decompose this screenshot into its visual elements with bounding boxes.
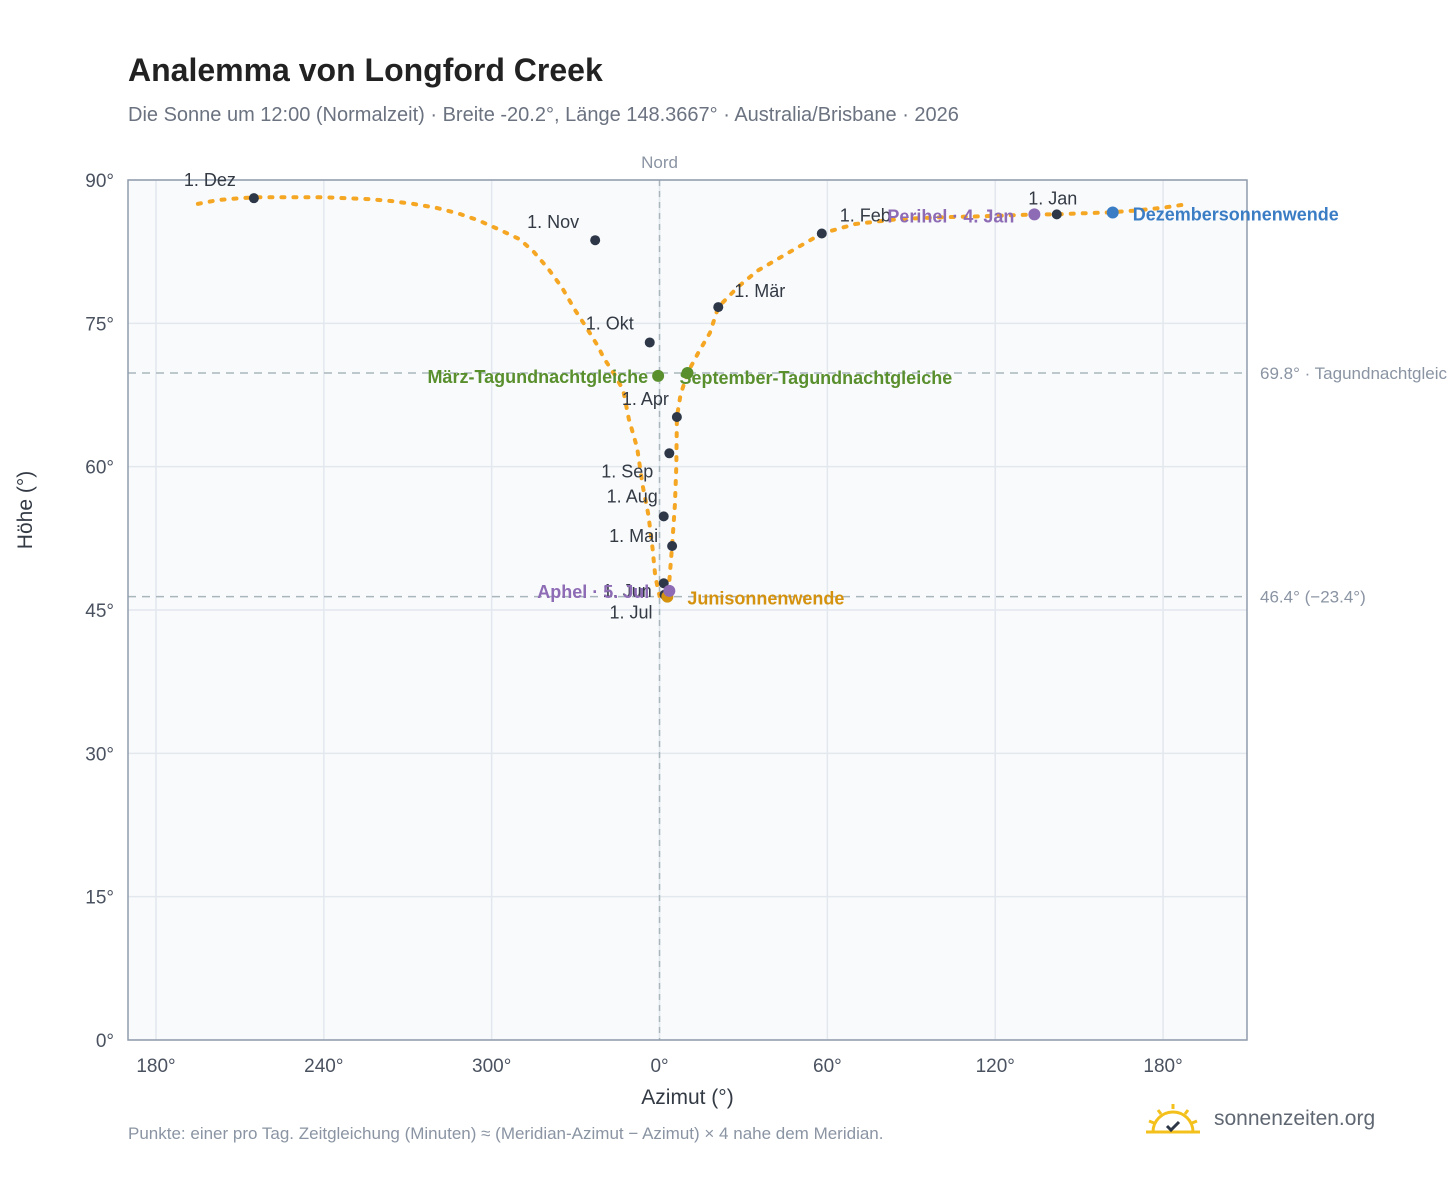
y-tick-label: 30° bbox=[85, 744, 114, 765]
x-tick-label: 180° bbox=[136, 1056, 175, 1077]
apsis-label: Aphel · 5. Jul bbox=[537, 582, 649, 602]
month-label: 1. Jun bbox=[603, 581, 652, 601]
analemma-curve bbox=[195, 195, 1185, 598]
equinox-marker bbox=[652, 369, 665, 382]
chart-title: Analemma von Longford Creek bbox=[128, 52, 603, 88]
y-tick-label: 15° bbox=[85, 888, 114, 909]
month-label: 1. Mär bbox=[734, 281, 785, 301]
month-label: 1. Mai bbox=[609, 526, 658, 546]
x-tick-label: 180° bbox=[1143, 1056, 1182, 1077]
december_solstice-marker bbox=[1106, 206, 1119, 219]
month-label: 1. Sep bbox=[601, 461, 653, 481]
month-marker bbox=[713, 302, 724, 313]
month-marker bbox=[816, 228, 827, 239]
footnote: Punkte: einer pro Tag. Zeitgleichung (Mi… bbox=[128, 1124, 884, 1143]
brand[interactable]: sonnenzeiten.org bbox=[1146, 1102, 1375, 1136]
reference-line-label: 46.4° (−23.4°) bbox=[1260, 588, 1366, 607]
y-tick-label: 0° bbox=[96, 1031, 114, 1052]
y-tick-label: 90° bbox=[85, 171, 114, 192]
y-tick-label: 60° bbox=[85, 458, 114, 479]
june_solstice-label: Junisonnenwende bbox=[687, 589, 844, 609]
month-label: 1. Jan bbox=[1028, 188, 1077, 208]
month-label: 1. Nov bbox=[527, 212, 579, 232]
brand-name: sonnenzeiten.org bbox=[1214, 1107, 1376, 1130]
month-marker bbox=[658, 511, 669, 522]
equinox-marker bbox=[681, 367, 694, 380]
y-tick-label: 45° bbox=[85, 601, 114, 622]
y-tick-label: 75° bbox=[85, 314, 114, 335]
month-label: 1. Aug bbox=[607, 486, 658, 506]
x-tick-label: 300° bbox=[472, 1056, 511, 1077]
north-label: Nord bbox=[641, 153, 678, 172]
plot-frame bbox=[127, 179, 1248, 1041]
y-axis-label: Höhe (°) bbox=[14, 471, 37, 549]
x-axis-label: Azimut (°) bbox=[641, 1086, 733, 1109]
apsis-marker bbox=[663, 584, 676, 597]
chart-subtitle: Die Sonne um 12:00 (Normalzeit) · Breite… bbox=[128, 104, 959, 126]
month-marker bbox=[664, 448, 675, 459]
december_solstice-label: Dezembersonnenwende bbox=[1133, 204, 1339, 224]
month-label: 1. Apr bbox=[622, 389, 669, 409]
equinox-label: September-Tagundnachtgleiche bbox=[680, 368, 953, 388]
month-marker bbox=[644, 337, 655, 348]
equinox-label: März-Tagundnachtgleiche bbox=[427, 367, 648, 387]
x-tick-label: 0° bbox=[650, 1056, 668, 1077]
month-marker bbox=[658, 578, 669, 589]
month-label: 1. Jul bbox=[610, 603, 653, 623]
apsis-label: Perihel · 4. Jan bbox=[887, 206, 1014, 226]
month-marker bbox=[1051, 209, 1062, 220]
x-tick-label: 240° bbox=[304, 1056, 343, 1077]
x-tick-label: 120° bbox=[976, 1056, 1015, 1077]
month-marker bbox=[671, 411, 682, 422]
sun-check-icon bbox=[1146, 1104, 1200, 1134]
reference-line-label: 69.8° · Tagundnachtgleiche bbox=[1260, 364, 1448, 383]
month-label: 1. Dez bbox=[184, 170, 236, 190]
month-marker bbox=[248, 193, 259, 204]
month-label: 1. Okt bbox=[586, 313, 634, 333]
month-marker bbox=[590, 235, 601, 246]
month-marker bbox=[667, 540, 678, 551]
x-tick-label: 60° bbox=[813, 1056, 842, 1077]
month-label: 1. Feb bbox=[840, 206, 891, 226]
apsis-marker bbox=[1028, 208, 1041, 221]
